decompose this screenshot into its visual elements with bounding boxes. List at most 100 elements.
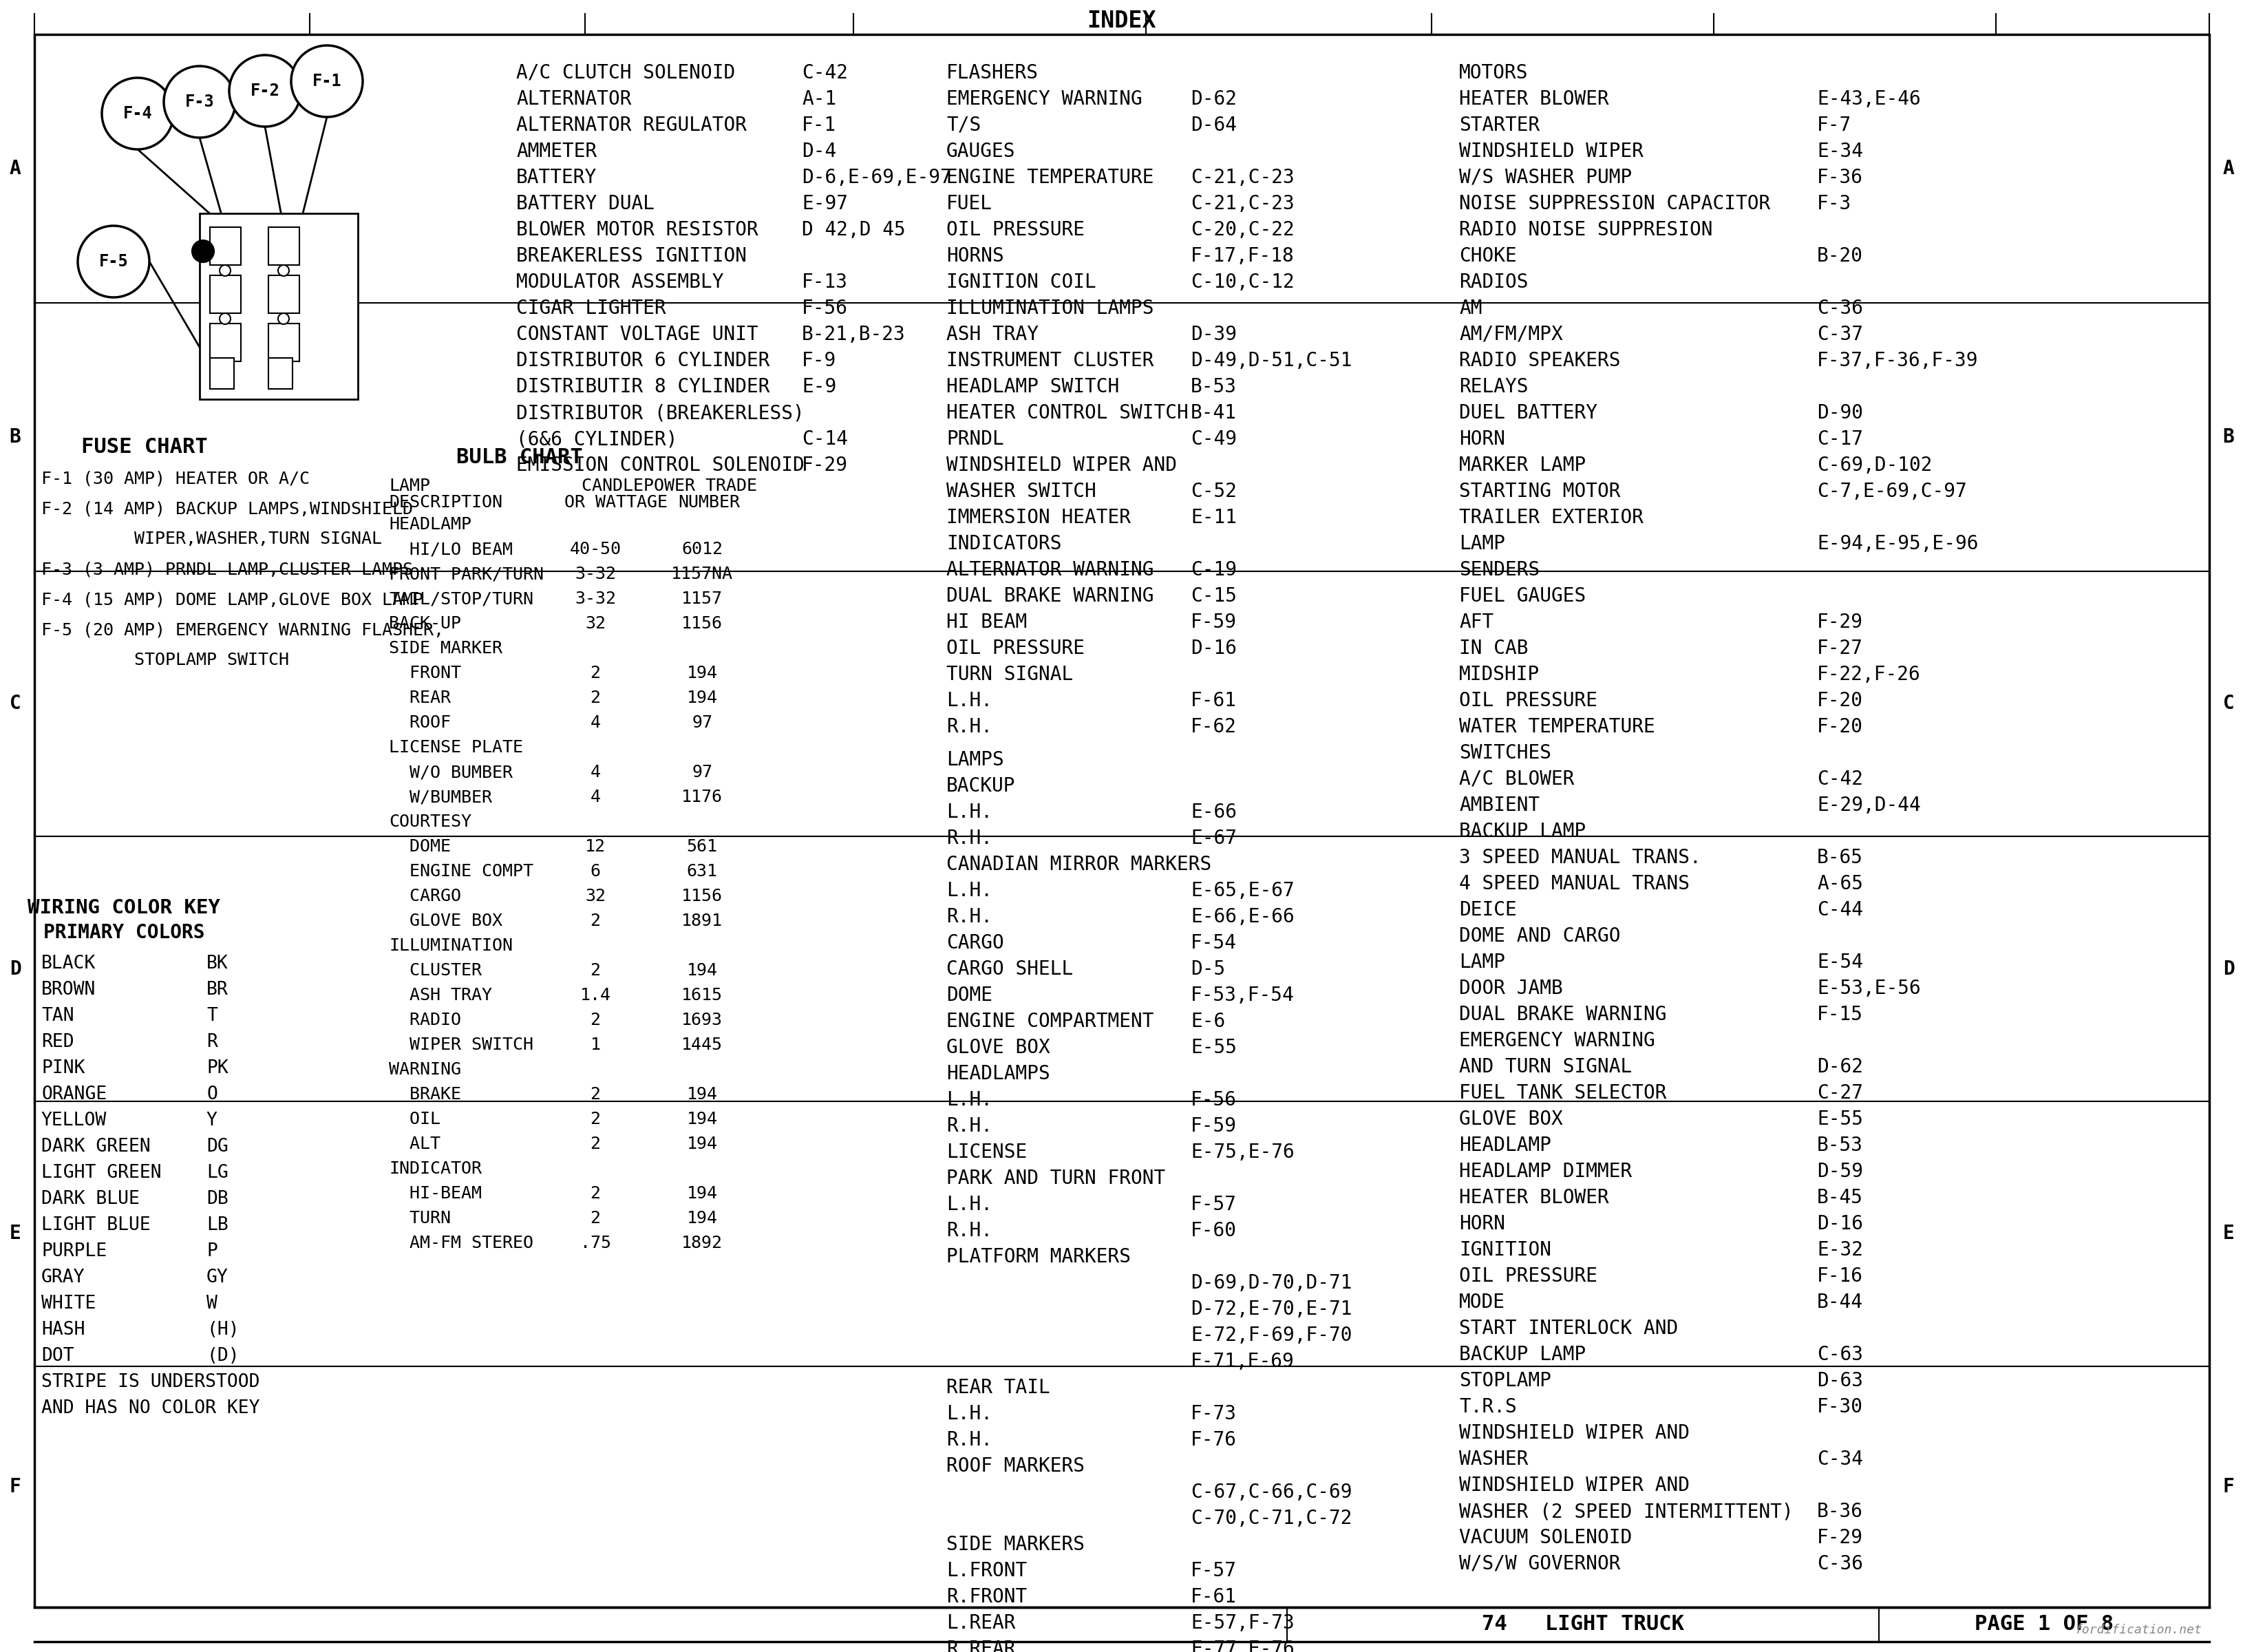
Text: R: R	[206, 1032, 218, 1051]
Text: HEATER CONTROL SWITCH: HEATER CONTROL SWITCH	[947, 403, 1189, 423]
Text: 1.4: 1.4	[581, 986, 610, 1003]
Text: CHOKE: CHOKE	[1460, 246, 1516, 266]
Text: FUEL TANK SELECTOR: FUEL TANK SELECTOR	[1460, 1084, 1667, 1104]
Text: TURN: TURN	[388, 1209, 451, 1226]
Text: WASHER: WASHER	[1460, 1450, 1527, 1469]
Text: SIDE MARKERS: SIDE MARKERS	[947, 1535, 1086, 1555]
Text: RADIOS: RADIOS	[1460, 273, 1527, 292]
Text: FORDIFICATION: FORDIFICATION	[514, 829, 724, 960]
Text: AM/FM/MPX: AM/FM/MPX	[1460, 325, 1563, 344]
Bar	[269, 276, 298, 314]
Text: RADIO NOISE SUPPRESION: RADIO NOISE SUPPRESION	[1460, 220, 1714, 240]
Text: A/C BLOWER: A/C BLOWER	[1460, 770, 1575, 788]
Text: F-59: F-59	[1191, 1117, 1236, 1137]
Text: B: B	[9, 428, 20, 446]
Text: B-44: B-44	[1817, 1292, 1864, 1312]
Text: F-53,F-54: F-53,F-54	[1191, 986, 1294, 1004]
Text: PINK: PINK	[40, 1059, 85, 1077]
Text: ASH TRAY: ASH TRAY	[947, 325, 1039, 344]
Text: L.H.: L.H.	[947, 1090, 991, 1110]
Text: R.H.: R.H.	[947, 829, 991, 847]
Text: F-1: F-1	[312, 73, 341, 89]
Text: 1176: 1176	[682, 788, 722, 805]
Text: ENGINE COMPT: ENGINE COMPT	[388, 862, 534, 879]
Text: C-15: C-15	[1191, 586, 1236, 606]
Text: PK: PK	[206, 1059, 229, 1077]
Text: F-5 (20 AMP) EMERGENCY WARNING FLASHER,: F-5 (20 AMP) EMERGENCY WARNING FLASHER,	[40, 621, 444, 638]
Text: INDEX: INDEX	[1088, 10, 1157, 31]
Text: CARGO: CARGO	[947, 933, 1005, 953]
Text: L.H.: L.H.	[947, 881, 991, 900]
Text: D: D	[9, 960, 20, 978]
Text: C-27: C-27	[1817, 1084, 1864, 1104]
Text: FRONT PARK/TURN: FRONT PARK/TURN	[388, 565, 543, 582]
Text: ILLUMINATION LAMPS: ILLUMINATION LAMPS	[947, 299, 1153, 317]
Text: F-17,F-18: F-17,F-18	[1191, 246, 1294, 266]
Text: RADIO SPEAKERS: RADIO SPEAKERS	[1460, 350, 1619, 370]
Bar	[200, 213, 359, 400]
Text: 2: 2	[590, 1110, 601, 1127]
Text: R.H.: R.H.	[947, 1117, 991, 1137]
Text: D-62: D-62	[1191, 89, 1236, 109]
Text: A/C CLUTCH SOLENOID: A/C CLUTCH SOLENOID	[516, 63, 736, 83]
Text: WHITE: WHITE	[40, 1295, 96, 1313]
Text: RED: RED	[40, 1032, 74, 1051]
Text: 1156: 1156	[682, 889, 722, 905]
Text: 194: 194	[686, 1110, 718, 1127]
Text: PRIMARY COLORS: PRIMARY COLORS	[43, 923, 204, 942]
Text: 194: 194	[686, 961, 718, 978]
Text: HASH: HASH	[40, 1322, 85, 1338]
Text: C-67,C-66,C-69: C-67,C-66,C-69	[1191, 1483, 1353, 1502]
Text: C-19: C-19	[1191, 560, 1236, 580]
Text: 6: 6	[590, 862, 601, 879]
Text: PARK AND TURN FRONT: PARK AND TURN FRONT	[947, 1170, 1166, 1188]
Text: GRAY: GRAY	[40, 1269, 85, 1287]
Text: L.H.: L.H.	[947, 691, 991, 710]
Text: RELAYS: RELAYS	[1460, 377, 1527, 396]
Text: C-21,C-23: C-21,C-23	[1191, 169, 1294, 187]
Text: F-4: F-4	[123, 106, 153, 122]
Text: D-16: D-16	[1817, 1214, 1864, 1234]
Text: BULB CHART: BULB CHART	[455, 448, 583, 468]
Text: B-41: B-41	[1191, 403, 1236, 423]
Text: B-65: B-65	[1817, 847, 1864, 867]
Text: CARGO SHELL: CARGO SHELL	[947, 960, 1072, 978]
Text: D-72,E-70,E-71: D-72,E-70,E-71	[1191, 1300, 1353, 1318]
Text: E-67: E-67	[1191, 829, 1236, 847]
Text: HEADLAMP: HEADLAMP	[388, 515, 471, 532]
Text: fordification.net: fordification.net	[2075, 1624, 2203, 1635]
Text: 12: 12	[585, 838, 606, 856]
Text: HORNS: HORNS	[947, 246, 1005, 266]
Text: (H): (H)	[206, 1322, 240, 1338]
Text: HI/LO BEAM: HI/LO BEAM	[388, 540, 514, 557]
Text: 194: 194	[686, 1087, 718, 1104]
Text: F-61: F-61	[1191, 1588, 1236, 1606]
Text: EMERGENCY WARNING: EMERGENCY WARNING	[1460, 1031, 1655, 1051]
Text: F-62: F-62	[1191, 717, 1236, 737]
Bar	[211, 358, 233, 388]
Text: F-56: F-56	[801, 299, 848, 317]
Text: THE FORD PICKUP TRUCK 1967 - 72: THE FORD PICKUP TRUCK 1967 - 72	[137, 463, 689, 776]
Text: 2: 2	[590, 1137, 601, 1153]
Text: ALTERNATOR REGULATOR: ALTERNATOR REGULATOR	[516, 116, 747, 135]
Text: D: D	[2223, 960, 2234, 978]
Text: 97: 97	[691, 714, 713, 730]
Text: 194: 194	[686, 1186, 718, 1203]
Text: C-70,C-71,C-72: C-70,C-71,C-72	[1191, 1508, 1353, 1528]
Text: LG: LG	[206, 1165, 229, 1181]
Text: TRAILER EXTERIOR: TRAILER EXTERIOR	[1460, 509, 1644, 527]
Text: 2: 2	[590, 1087, 601, 1104]
Text: FUEL GAUGES: FUEL GAUGES	[1460, 586, 1586, 606]
Text: B-21,B-23: B-21,B-23	[801, 325, 906, 344]
Text: E-97: E-97	[801, 193, 848, 213]
Text: 631: 631	[686, 862, 718, 879]
Bar	[211, 226, 240, 264]
Text: FRONT: FRONT	[388, 664, 462, 681]
Text: F-3: F-3	[1817, 193, 1850, 213]
Text: 2: 2	[590, 1011, 601, 1028]
Text: LICENSE: LICENSE	[947, 1143, 1027, 1161]
Text: HORN: HORN	[1460, 1214, 1505, 1234]
Text: 6012: 6012	[682, 540, 722, 557]
Text: 4: 4	[590, 788, 601, 805]
Text: 2: 2	[590, 961, 601, 978]
